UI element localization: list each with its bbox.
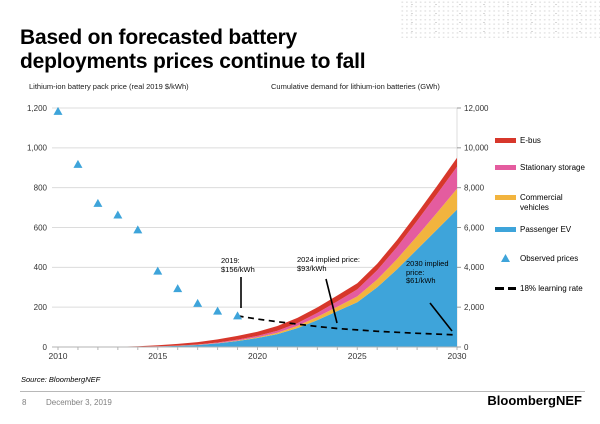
svg-text:2020: 2020	[248, 351, 267, 361]
right-axis-title: Cumulative demand for lithium-ion batter…	[271, 82, 440, 91]
legend-label-stationary-storage: Stationary storage	[520, 163, 585, 172]
svg-text:4,000: 4,000	[464, 263, 485, 272]
svg-text:0: 0	[464, 343, 469, 352]
observed-prices-triangle-icon	[501, 254, 510, 262]
svg-text:2,000: 2,000	[464, 303, 485, 312]
observed-price-marker	[73, 159, 83, 168]
legend-item-ebus: E-bus	[495, 136, 595, 146]
footer-date: December 3, 2019	[46, 398, 112, 407]
learning-rate-line	[237, 315, 458, 336]
dash-segment	[507, 287, 516, 290]
legend-item-observed-prices: Observed prices	[495, 254, 595, 264]
legend-label-commercial-vehicles: Commercial vehicles	[520, 193, 563, 212]
annotation-2030-line-2: price:	[406, 267, 425, 277]
area-stationary-storage	[58, 166, 457, 347]
svg-text:200: 200	[34, 303, 48, 312]
observed-price-marker	[113, 210, 123, 219]
svg-text:0: 0	[43, 343, 48, 352]
legend-item-learning-rate: 18% learning rate	[495, 284, 595, 294]
annotation-2024-implied-price: 2024 implied price: $93/kWh	[297, 255, 360, 273]
slide-title: Based on forecasted battery deployments …	[20, 26, 460, 74]
legend-item-commercial-vehicles: Commercial vehicles	[495, 193, 595, 213]
observed-price-marker	[173, 284, 183, 293]
observed-price-markers	[53, 106, 243, 320]
observed-price-marker	[193, 298, 203, 307]
observed-price-marker	[213, 306, 223, 315]
dot-pattern-decoration	[400, 0, 600, 38]
annotation-2024-line-2: $93/kWh	[297, 263, 327, 273]
annotation-2030-line-1: 2030 implied	[406, 259, 449, 268]
legend-item-passenger-ev: Passenger EV	[495, 225, 595, 235]
commercial-vehicles-swatch-icon	[495, 195, 516, 200]
legend-label-learning-rate: 18% learning rate	[520, 284, 583, 293]
annotation-2030-line-3: $61/kWh	[406, 276, 436, 285]
footer-divider	[20, 391, 585, 392]
observed-price-marker	[93, 198, 103, 207]
x-axis: 2010 2015 2020 2025 2030	[49, 346, 467, 361]
dash-segment	[495, 287, 504, 290]
observed-price-marker	[133, 225, 143, 234]
learning-rate-dash-icon	[495, 287, 516, 290]
area-passenger-ev	[58, 209, 457, 347]
svg-text:12,000: 12,000	[464, 104, 489, 113]
right-axis-ticks: 0 2,000 4,000 6,000 8,000 10,000 12,000	[457, 104, 489, 352]
page-number: 8	[22, 398, 27, 407]
svg-text:400: 400	[34, 263, 48, 272]
gridlines	[52, 107, 458, 347]
ebus-swatch-icon	[495, 138, 516, 143]
brand-logo: BloombergNEF	[487, 393, 582, 408]
area-commercial-vehicles	[58, 188, 457, 347]
svg-text:2010: 2010	[49, 351, 68, 361]
svg-text:600: 600	[34, 223, 48, 232]
svg-text:2015: 2015	[148, 351, 167, 361]
legend-label-ebus: E-bus	[520, 136, 541, 145]
svg-text:6,000: 6,000	[464, 223, 485, 232]
annotation-2019-line-1: 2019:	[221, 256, 240, 265]
legend-label-observed-prices: Observed prices	[520, 254, 579, 263]
annotation-2030-implied-price: 2030 implied price: $61/kWh	[406, 259, 449, 286]
annotation-2024-line-1: 2024 implied price:	[297, 255, 360, 264]
slide-title-line-1: Based on forecasted battery	[20, 26, 298, 49]
observed-price-marker	[153, 266, 163, 275]
svg-text:2025: 2025	[348, 351, 367, 361]
source-note: Source: BloombergNEF	[21, 375, 101, 384]
legend-item-stationary-storage: Stationary storage	[495, 163, 595, 173]
svg-text:2030: 2030	[448, 351, 467, 361]
slide-title-line-2: deployments prices continue to fall	[20, 50, 366, 73]
left-axis-ticks: 0 200 400 600 800 1,000 1,200	[27, 104, 48, 352]
legend-label-passenger-ev: Passenger EV	[520, 225, 572, 234]
observed-price-marker	[53, 106, 63, 115]
left-axis-title: Lithium-ion battery pack price (real 201…	[29, 82, 189, 91]
passenger-ev-swatch-icon	[495, 227, 516, 232]
stacked-areas	[58, 157, 457, 347]
observed-price-marker	[233, 311, 243, 320]
stationary-storage-swatch-icon	[495, 165, 516, 170]
svg-text:1,000: 1,000	[27, 144, 48, 153]
svg-text:10,000: 10,000	[464, 144, 489, 153]
annotation-2019-price: 2019: $156/kWh	[221, 256, 255, 274]
annotation-2019-line-2: $156/kWh	[221, 264, 255, 274]
svg-text:1,200: 1,200	[27, 104, 48, 113]
area-e-bus	[58, 157, 457, 347]
svg-text:800: 800	[34, 183, 48, 192]
svg-text:8,000: 8,000	[464, 183, 485, 192]
